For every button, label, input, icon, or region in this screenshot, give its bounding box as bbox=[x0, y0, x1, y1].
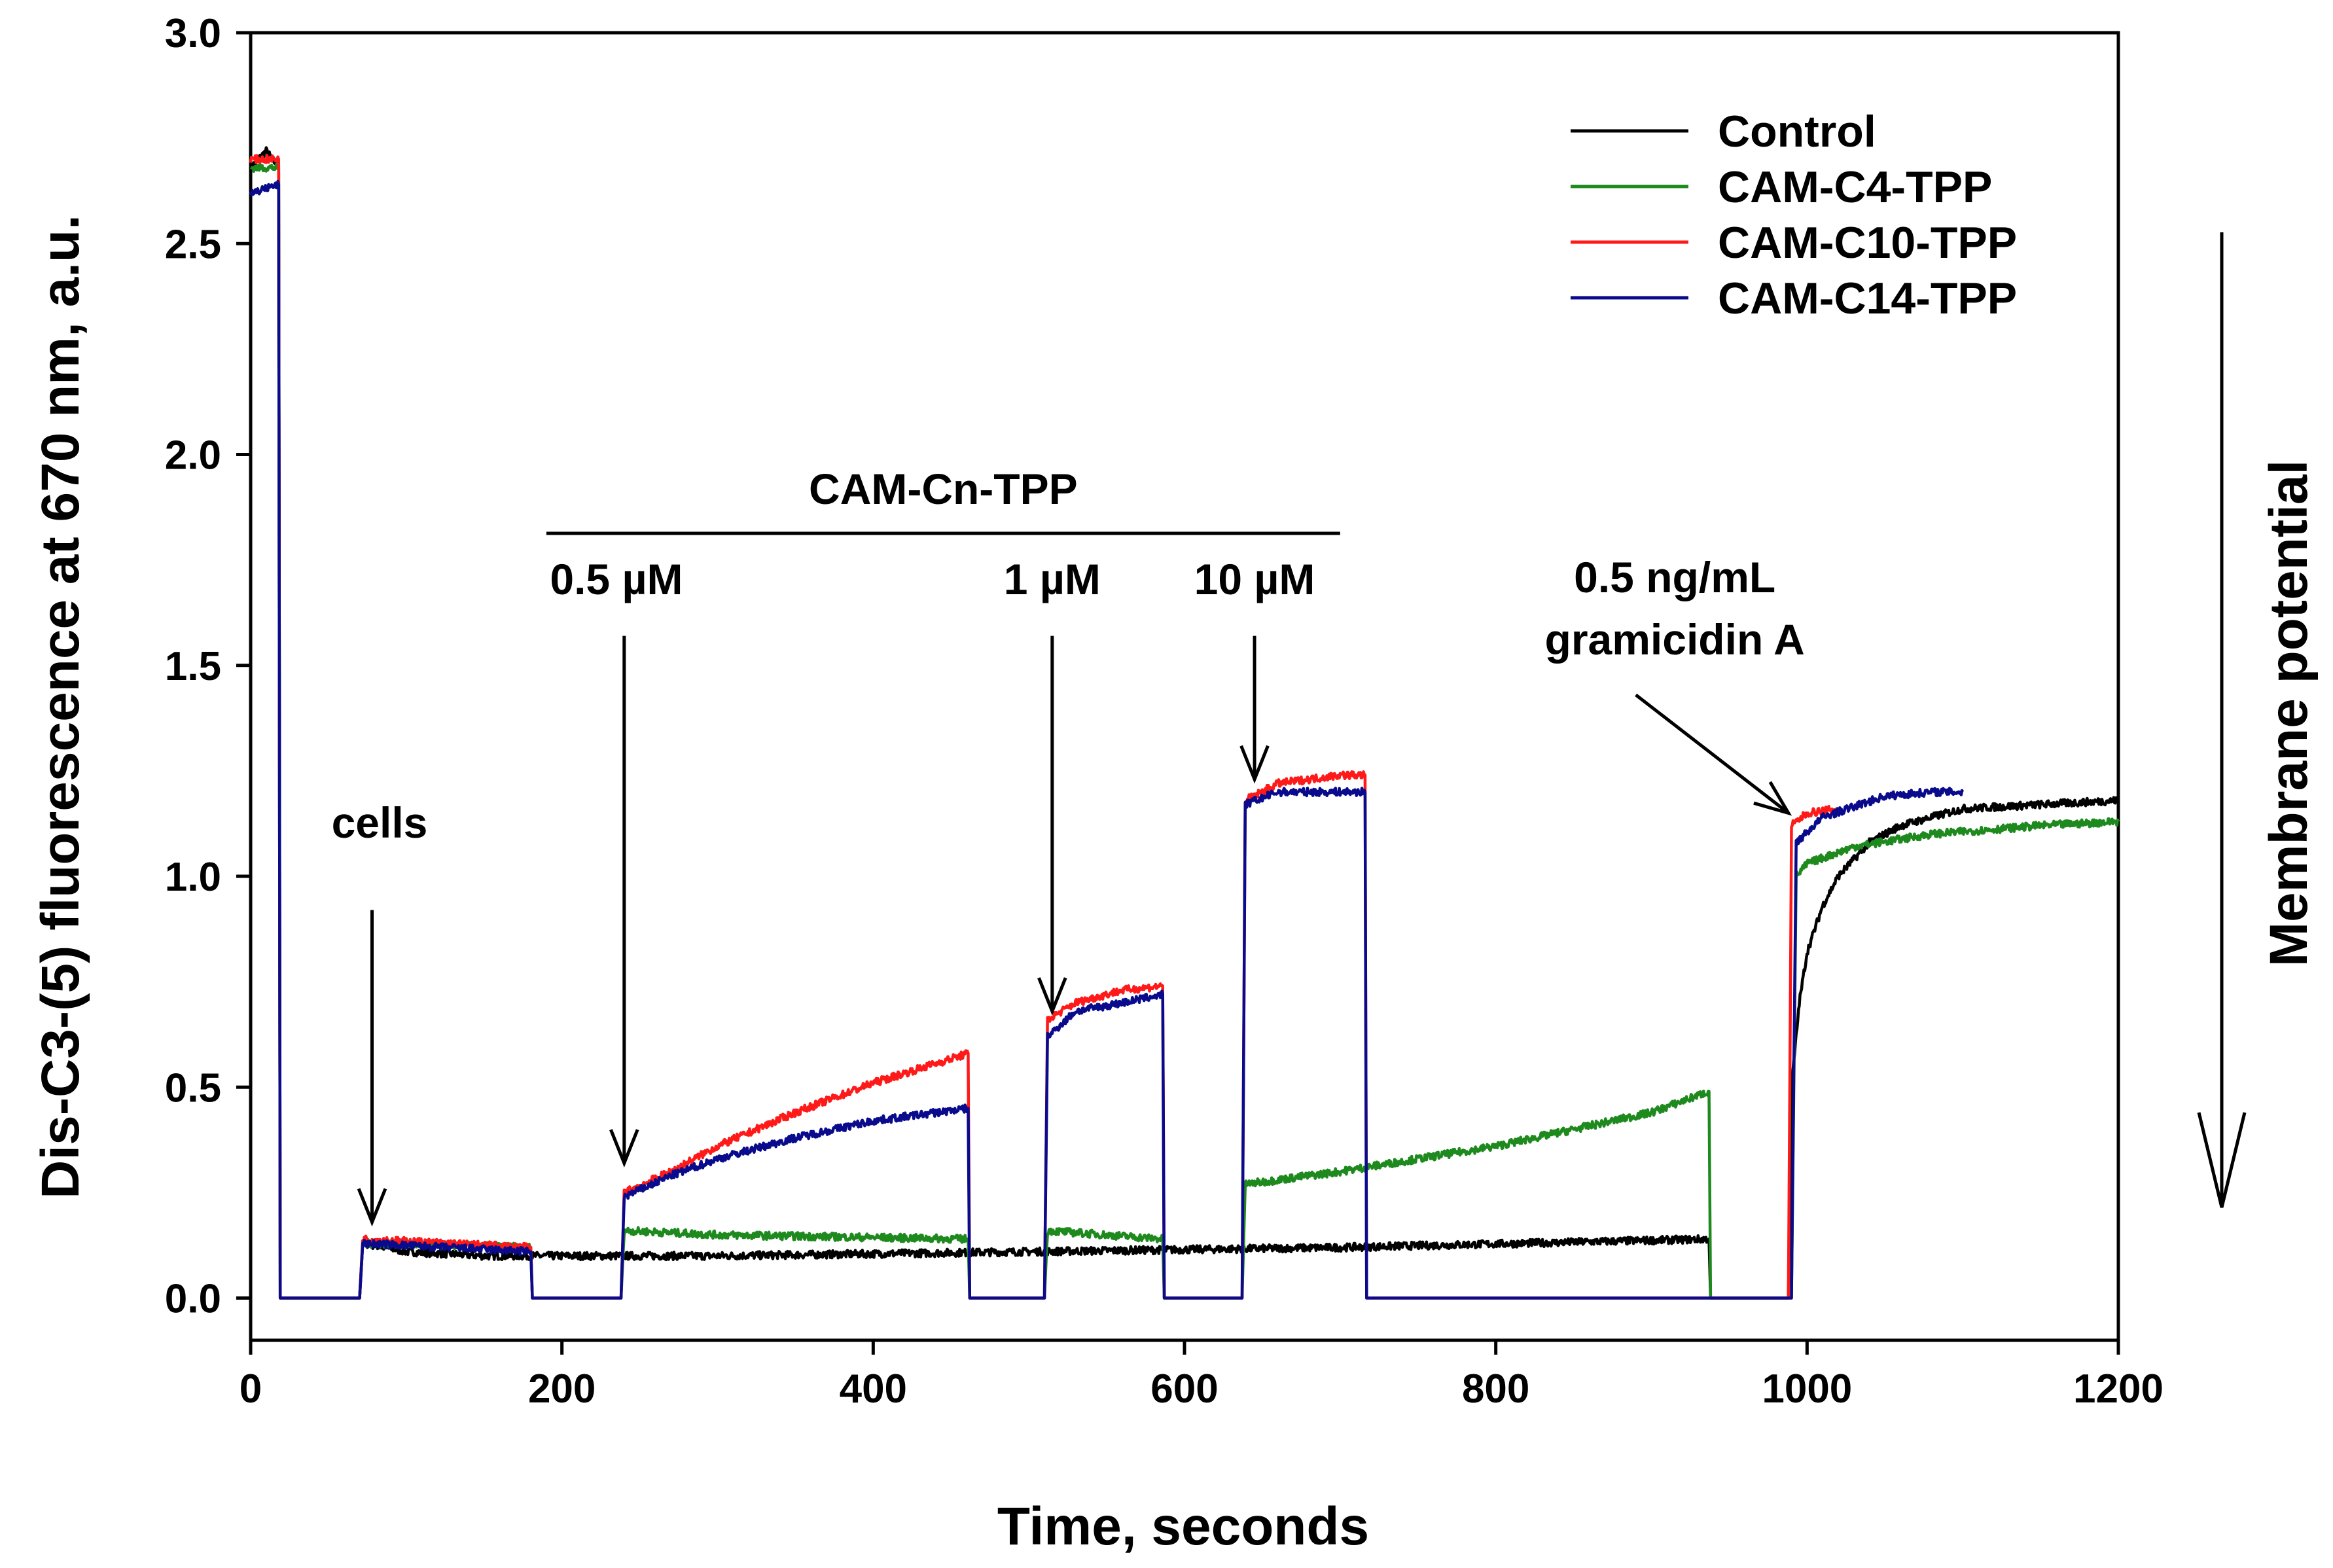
arrow-0-5-um-head bbox=[609, 1129, 639, 1168]
y-axis-title: Dis-C3-(5) fluorescence at 670 nm, a.u. bbox=[31, 215, 90, 1199]
annotation-gramicidin-1: 0.5 ng/mL bbox=[1574, 553, 1775, 601]
x-tick-label: 600 bbox=[1150, 1366, 1218, 1412]
annotation-0-5-um: 0.5 µM bbox=[550, 555, 683, 603]
annotation-membrane-potential: Membrane potential bbox=[2259, 460, 2319, 967]
legend-label: CAM-C4-TPP bbox=[1718, 162, 1992, 212]
y-tick-label: 0.5 bbox=[165, 1065, 221, 1111]
arrow-gramicidin-head bbox=[1753, 781, 1792, 816]
y-tick-label: 2.0 bbox=[165, 433, 221, 478]
arrow-cells-head bbox=[357, 1188, 387, 1227]
x-axis-title: Time, seconds bbox=[997, 1497, 1369, 1556]
arrow-gramicidin bbox=[1635, 693, 1790, 815]
y-tick-label: 1.0 bbox=[165, 855, 221, 900]
x-tick-label: 400 bbox=[840, 1366, 907, 1412]
series-line-cam-c14-tpp bbox=[249, 179, 1965, 1300]
series-layer bbox=[249, 146, 2120, 1300]
series-line-cam-c4-tpp bbox=[249, 162, 2120, 1300]
annotation-cells: cells bbox=[332, 798, 428, 847]
membrane-potential-arrow-head bbox=[2197, 1112, 2247, 1208]
x-tick-label: 0 bbox=[240, 1366, 262, 1412]
y-tick-label: 3.0 bbox=[165, 11, 221, 56]
legend: Control CAM-C4-TPP CAM-C10-TPP CAM-C14-TPP bbox=[1571, 107, 2017, 323]
x-tick-label: 800 bbox=[1462, 1366, 1529, 1412]
annotation-cam-cn-tpp: CAM-Cn-TPP bbox=[809, 465, 1078, 513]
y-tick-label: 2.5 bbox=[165, 222, 221, 267]
y-tick-label: 1.5 bbox=[165, 644, 221, 689]
legend-label: CAM-C10-TPP bbox=[1718, 218, 2017, 268]
y-tick-label: 0.0 bbox=[165, 1277, 221, 1322]
x-tick-label: 200 bbox=[528, 1366, 596, 1412]
legend-label: Control bbox=[1718, 107, 1876, 156]
series-line-control bbox=[249, 146, 2120, 1300]
arrow-1-um-head bbox=[1037, 977, 1067, 1016]
x-tick-label: 1200 bbox=[2073, 1366, 2164, 1412]
axis-ticks: 0 200 400 600 800 1000 1200 0.0 0.5 1.0 1.5 2.0 2.5 3… bbox=[165, 11, 2164, 1412]
annotation-1-um: 1 µM bbox=[1004, 555, 1101, 603]
legend-label: CAM-C14-TPP bbox=[1718, 274, 2017, 323]
annotation-10-um: 10 µM bbox=[1194, 555, 1315, 603]
x-tick-label: 1000 bbox=[1762, 1366, 1852, 1412]
annotation-gramicidin-2: gramicidin A bbox=[1545, 615, 1805, 664]
annotation-layer: cells CAM-Cn-TPP 0.5 µM 1 µM 10 µM 0.5 ng/mL g… bbox=[332, 232, 2319, 1227]
arrow-10-um-head bbox=[1239, 745, 1270, 784]
